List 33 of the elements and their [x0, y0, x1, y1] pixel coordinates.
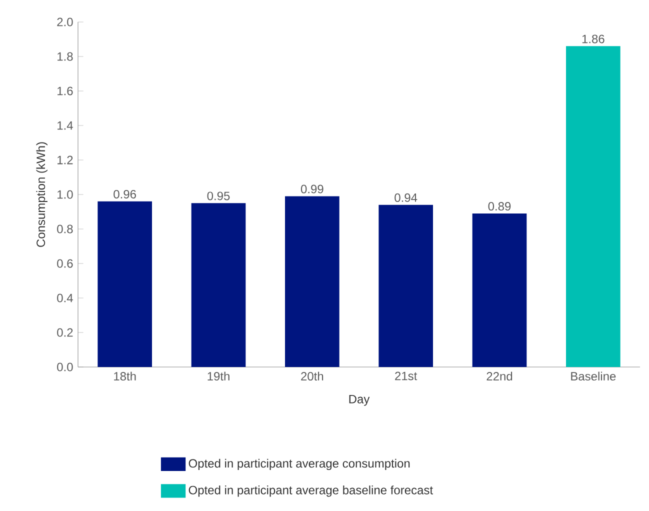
x-tick-label: 22nd [486, 372, 512, 381]
y-tick-label: 2.0 [57, 18, 73, 26]
y-tick-label: 1.0 [58, 190, 73, 199]
x-axis-title: Day [349, 395, 370, 406]
y-tick-label: 1.4 [58, 121, 73, 130]
y-axis-title: Consumption (kWh) [36, 142, 48, 247]
bar [285, 196, 340, 368]
data-label: 0.96 [114, 190, 136, 198]
x-tick-label: 18th [114, 372, 136, 381]
bar [566, 46, 620, 368]
bar [191, 203, 246, 368]
x-tick-label: Baseline [571, 372, 616, 381]
data-label: 0.89 [488, 202, 511, 211]
legend-label: Opted in participant average baseline forecast [188, 486, 433, 497]
data-label: 0.99 [300, 184, 324, 194]
x-tick-label: 19th [208, 372, 230, 381]
x-tick-label: 20th [301, 372, 324, 381]
y-tick-label: 1.6 [58, 86, 73, 96]
bar [378, 204, 433, 368]
y-tick-label: 1.2 [58, 156, 73, 164]
y-tick-label: 0.6 [57, 259, 73, 268]
bar [98, 201, 152, 368]
y-tick-label: 0.0 [57, 362, 73, 372]
y-tick-label: 1.8 [58, 52, 73, 61]
data-label: 0.95 [207, 192, 230, 200]
data-label: 1.86 [582, 34, 604, 44]
y-tick-label: 0.4 [57, 294, 73, 302]
bar [472, 213, 527, 368]
x-tick-label: 21st [395, 372, 418, 380]
data-label: 0.94 [394, 193, 418, 202]
y-tick-label: 0.8 [57, 224, 73, 234]
y-tick-label: 0.2 [57, 328, 73, 337]
legend-label: Opted in participant average consumption [188, 458, 410, 470]
